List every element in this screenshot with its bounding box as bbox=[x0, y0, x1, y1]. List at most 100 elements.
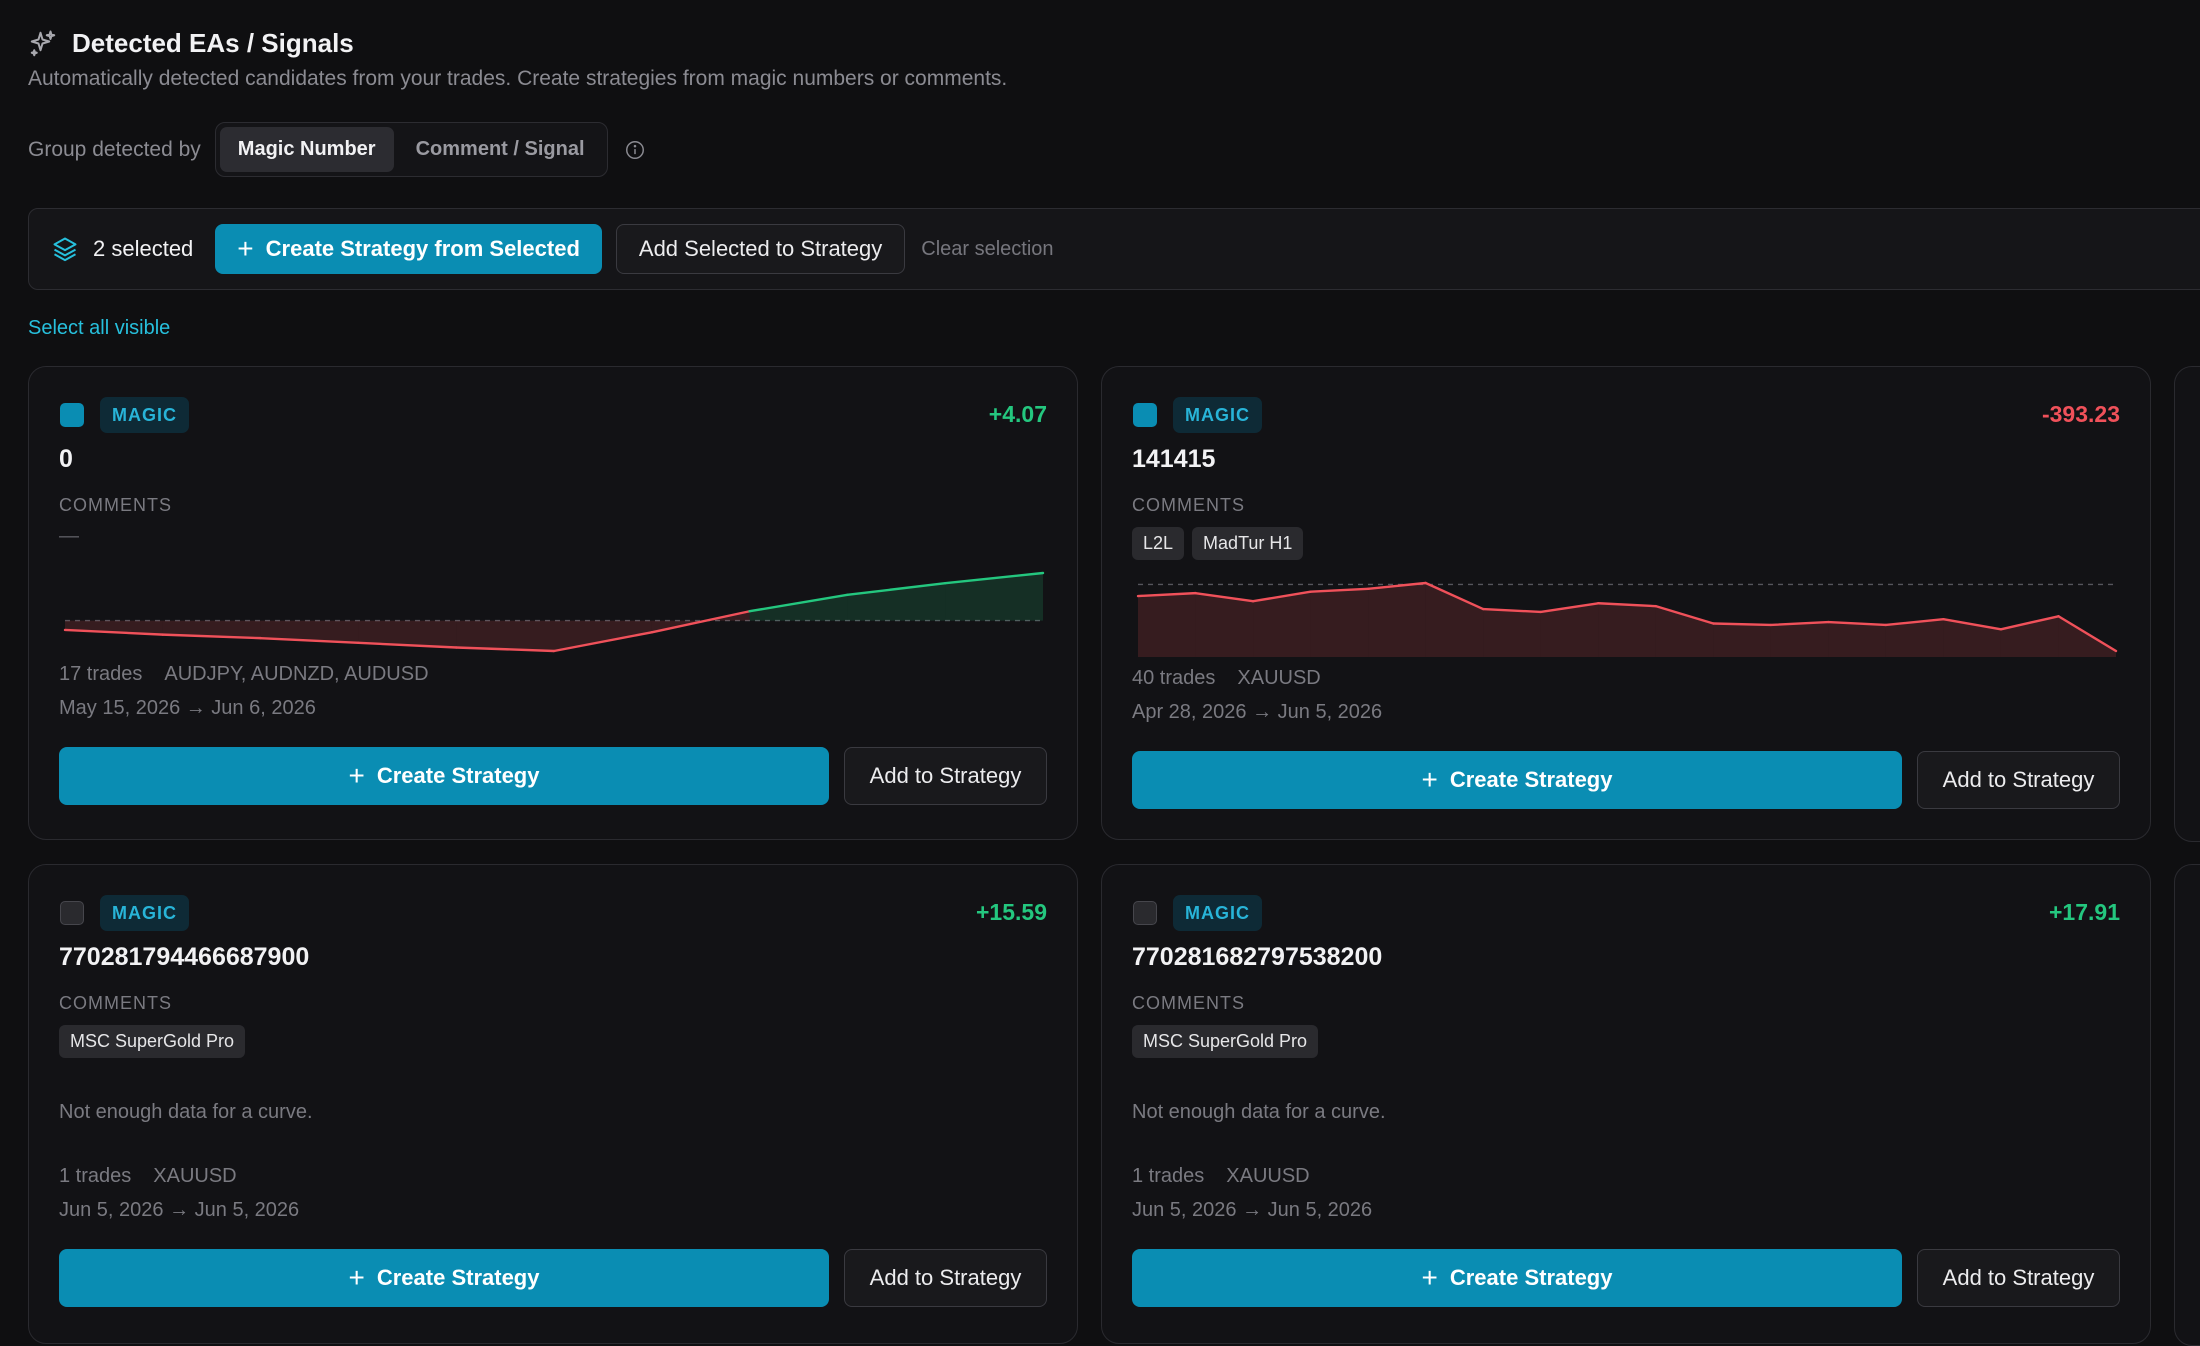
curve-area-segment bbox=[1885, 619, 1944, 657]
curve-line-segment bbox=[1827, 620, 1888, 627]
sparkles-icon bbox=[30, 30, 56, 56]
curve-area-segment bbox=[1253, 591, 1311, 657]
create-strategy-from-selected-label: Create Strategy from Selected bbox=[265, 236, 580, 261]
comments-label: COMMENTS bbox=[59, 993, 172, 1013]
date-range: Apr 28, 2026 → Jun 5, 2026 bbox=[1132, 701, 1383, 723]
magic-badge: MAGIC bbox=[1173, 895, 1262, 931]
signal-card-partial bbox=[2174, 864, 2200, 1346]
card-checkbox[interactable] bbox=[1133, 901, 1157, 925]
trade-count: 1 trades bbox=[59, 1165, 132, 1187]
page-subtitle: Automatically detected candidates from y… bbox=[28, 67, 1008, 90]
curve-line-segment bbox=[455, 646, 556, 653]
curve-line-segment bbox=[161, 633, 262, 640]
add-to-strategy-button[interactable]: Add to Strategy bbox=[1917, 751, 2120, 809]
card-checkbox[interactable] bbox=[1133, 403, 1157, 427]
plus-icon: + bbox=[1421, 764, 1438, 795]
create-strategy-label: Create Strategy bbox=[1449, 1265, 1613, 1290]
curve-line-segment bbox=[1769, 620, 1830, 627]
page-header: Detected EAs / Signals bbox=[28, 28, 354, 59]
add-selected-to-strategy-button[interactable]: Add Selected to Strategy bbox=[615, 224, 906, 274]
curve-line-segment bbox=[357, 641, 458, 649]
card-identifier: 770281794466687900 bbox=[59, 943, 310, 971]
signal-card: MAGIC +17.91 770281682797538200 COMMENTS… bbox=[1101, 864, 2151, 1344]
card-meta: 17 trades AUDJPY, AUDNZD, AUDUSD bbox=[59, 663, 429, 686]
curve-area-segment bbox=[749, 594, 848, 621]
curve-area-segment bbox=[162, 620, 261, 639]
curve-line-segment bbox=[259, 636, 360, 645]
signal-card: MAGIC +15.59 770281794466687900 COMMENTS… bbox=[28, 864, 1078, 1344]
curve-line-segment bbox=[650, 610, 751, 634]
signal-card: MAGIC -393.23 141415 COMMENTS L2L MadTur… bbox=[1101, 366, 2151, 840]
curve-area-segment bbox=[1425, 583, 1484, 657]
group-by-toggle: Magic Number Comment / Signal bbox=[214, 122, 608, 177]
equity-curve-chart bbox=[63, 571, 1045, 653]
curve-line-segment bbox=[1999, 615, 2060, 631]
curve-line-segment bbox=[748, 593, 849, 613]
curve-line-segment bbox=[846, 581, 947, 597]
selection-bar: 2 selected + Create Strategy from Select… bbox=[28, 208, 2200, 290]
curve-area-segment bbox=[1310, 588, 1369, 657]
curve-area-segment bbox=[1770, 622, 1829, 657]
comment-tags: MSC SuperGold Pro bbox=[1132, 1025, 1319, 1058]
create-strategy-button[interactable]: + Create Strategy bbox=[1132, 1249, 1902, 1307]
curve-line-segment bbox=[2057, 615, 2118, 653]
comment-tags: L2L MadTur H1 bbox=[1132, 527, 1304, 560]
curve-area-segment bbox=[260, 620, 359, 643]
add-to-strategy-button[interactable]: Add to Strategy bbox=[844, 747, 1047, 805]
curve-line-segment bbox=[1424, 581, 1485, 611]
curve-area-segment bbox=[1943, 619, 2001, 657]
date-range: Jun 5, 2026 → Jun 5, 2026 bbox=[59, 1199, 300, 1221]
curve-area-segment bbox=[1713, 623, 1771, 657]
card-meta: 1 trades XAUUSD bbox=[59, 1165, 237, 1188]
add-to-strategy-button[interactable]: Add to Strategy bbox=[1917, 1249, 2120, 1307]
info-icon[interactable] bbox=[624, 139, 646, 161]
select-all-visible-link[interactable]: Select all visible bbox=[28, 317, 171, 339]
card-pnl: +4.07 bbox=[988, 401, 1047, 427]
create-strategy-label: Create Strategy bbox=[376, 763, 540, 788]
curve-line-segment bbox=[1539, 602, 1600, 614]
group-by-row: Group detected by Magic Number Comment /… bbox=[28, 122, 646, 177]
create-strategy-from-selected-button[interactable]: + Create Strategy from Selected bbox=[215, 224, 602, 274]
curve-area-segment bbox=[1540, 603, 1599, 657]
create-strategy-button[interactable]: + Create Strategy bbox=[1132, 751, 1902, 809]
clear-selection-link[interactable]: Clear selection bbox=[921, 237, 1054, 260]
curve-line-segment bbox=[552, 631, 653, 653]
layers-icon bbox=[53, 237, 77, 262]
magic-badge: MAGIC bbox=[100, 895, 189, 931]
curve-line-segment bbox=[1654, 604, 1715, 625]
create-strategy-button[interactable]: + Create Strategy bbox=[59, 747, 829, 805]
curve-line-segment bbox=[1366, 581, 1427, 590]
symbols: XAUUSD bbox=[153, 1165, 237, 1187]
add-to-strategy-button[interactable]: Add to Strategy bbox=[844, 1249, 1047, 1307]
card-checkbox[interactable] bbox=[60, 901, 84, 925]
symbols: XAUUSD bbox=[1237, 667, 1321, 689]
group-comment-signal-option[interactable]: Comment / Signal bbox=[415, 138, 585, 160]
group-magic-number-option[interactable]: Magic Number bbox=[219, 127, 394, 172]
curve-area-segment bbox=[1828, 622, 1886, 657]
no-curve-message: Not enough data for a curve. bbox=[1132, 1101, 1386, 1123]
trade-count: 17 trades bbox=[59, 663, 143, 685]
card-pnl: +15.59 bbox=[976, 899, 1047, 925]
signal-card: MAGIC +4.07 0 COMMENTS — 17 trades AUDJP… bbox=[28, 366, 1078, 840]
selected-count: 2 selected bbox=[51, 235, 193, 263]
plus-icon: + bbox=[348, 760, 365, 791]
magic-badge: MAGIC bbox=[1173, 397, 1262, 433]
symbols: AUDJPY, AUDNZD, AUDUSD bbox=[164, 663, 429, 685]
curve-area-segment bbox=[456, 620, 554, 651]
curve-area-segment bbox=[358, 620, 457, 648]
comments-label: COMMENTS bbox=[59, 495, 172, 515]
curve-area-segment bbox=[1368, 583, 1426, 657]
card-identifier: 141415 bbox=[1132, 445, 1216, 473]
trade-count: 40 trades bbox=[1132, 667, 1216, 689]
card-checkbox[interactable] bbox=[60, 403, 84, 427]
comment-tag: MSC SuperGold Pro bbox=[59, 1025, 246, 1058]
curve-line-segment bbox=[1942, 617, 2003, 631]
curve-line-segment bbox=[1481, 607, 1542, 614]
group-by-label: Group detected by bbox=[28, 137, 201, 161]
magic-badge: MAGIC bbox=[100, 397, 189, 433]
comments-label: COMMENTS bbox=[1132, 993, 1245, 1013]
curve-line-segment bbox=[63, 628, 165, 636]
card-identifier: 0 bbox=[59, 445, 73, 473]
create-strategy-button[interactable]: + Create Strategy bbox=[59, 1249, 829, 1307]
date-range: May 15, 2026 → Jun 6, 2026 bbox=[59, 697, 316, 719]
